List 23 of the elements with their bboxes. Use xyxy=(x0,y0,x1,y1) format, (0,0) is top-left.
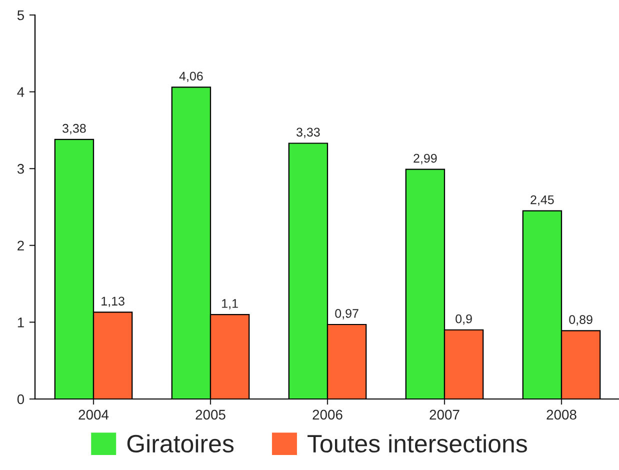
data-label: 0,97 xyxy=(335,309,358,320)
y-tick-label: 1 xyxy=(18,318,24,328)
x-tick-label: 2007 xyxy=(430,410,460,420)
x-tick-label: 2005 xyxy=(196,410,226,420)
y-tick-label: 0 xyxy=(17,394,24,404)
data-label: 0,9 xyxy=(456,314,472,325)
x-tick-label: 2008 xyxy=(546,410,576,420)
x-tick-label: 2004 xyxy=(78,410,109,420)
legend-label: Toutes intersections xyxy=(308,434,527,453)
y-tick-label: 2 xyxy=(18,240,24,250)
y-tick-label: 4 xyxy=(17,87,24,97)
data-label: 3,38 xyxy=(62,124,86,134)
data-label: 2,99 xyxy=(414,154,437,164)
legend-label: Giratoires xyxy=(127,434,234,453)
data-label: 1,1 xyxy=(222,299,238,310)
data-label: 1,13 xyxy=(102,296,124,308)
data-label: 2,45 xyxy=(530,195,554,206)
data-label: 3,33 xyxy=(296,128,320,138)
y-tick-label: 3 xyxy=(17,164,24,174)
x-tick-label: 2006 xyxy=(312,410,342,420)
data-label: 0,89 xyxy=(569,315,592,326)
y-tick-label: 5 xyxy=(17,10,24,20)
data-label: 4,06 xyxy=(179,72,203,82)
